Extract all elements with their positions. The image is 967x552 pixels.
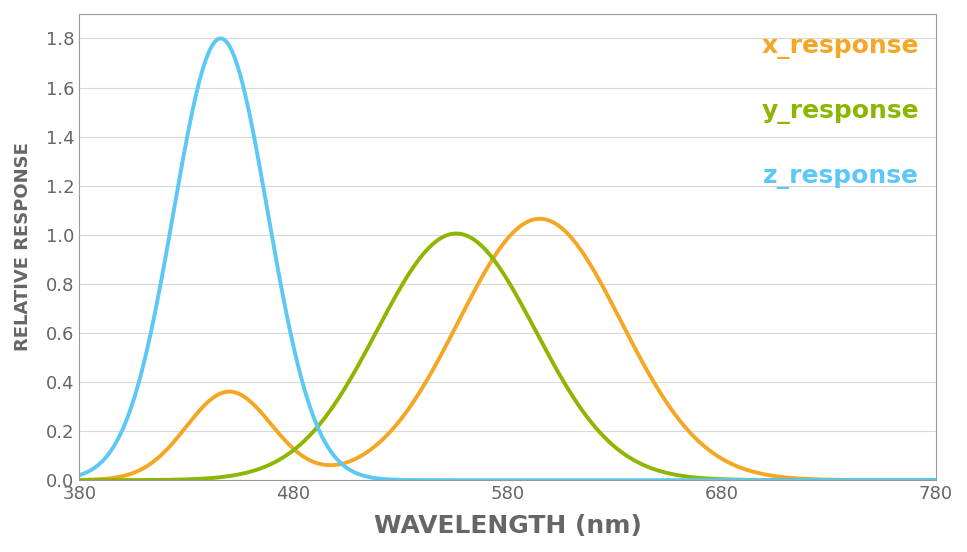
Text: x_response: x_response <box>761 35 919 59</box>
Text: z_response: z_response <box>763 165 919 189</box>
Y-axis label: RELATIVE RESPONSE: RELATIVE RESPONSE <box>14 142 32 352</box>
Text: y_response: y_response <box>761 100 919 124</box>
X-axis label: WAVELENGTH (nm): WAVELENGTH (nm) <box>373 514 641 538</box>
